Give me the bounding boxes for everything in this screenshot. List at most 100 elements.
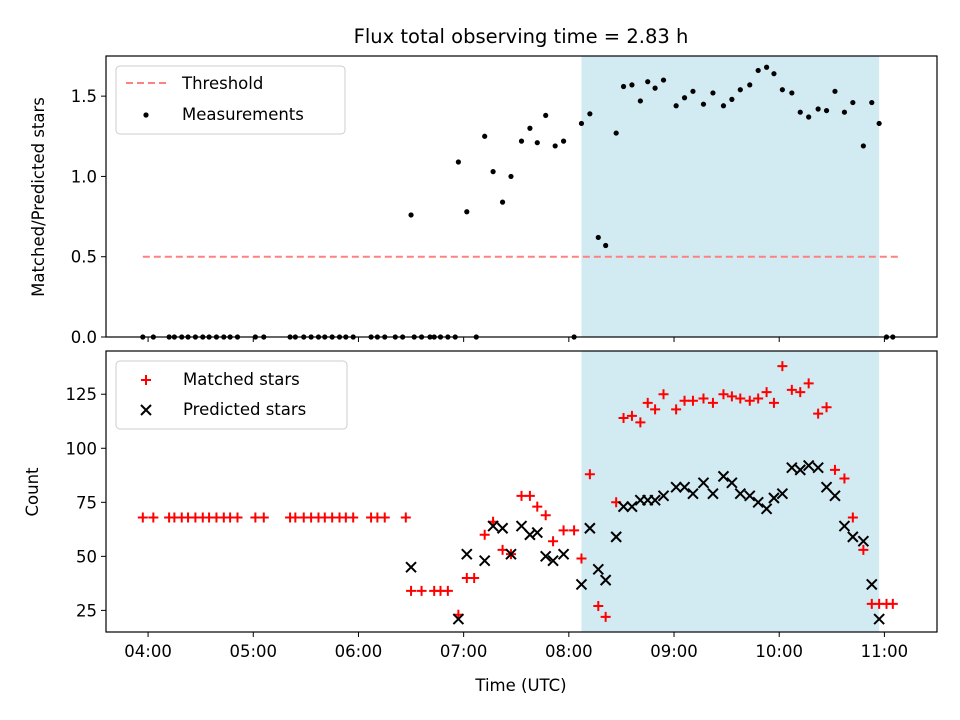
bottom-x-axis-ticks: 04:00 05:00 06:00 07:00 08:00 09:00 10:00 11:00 bbox=[124, 632, 908, 661]
measurement-point bbox=[543, 112, 549, 119]
measurement-point bbox=[832, 88, 838, 94]
matched-star-point bbox=[642, 397, 653, 408]
matched-star-point bbox=[847, 512, 858, 523]
predicted-star-point bbox=[768, 492, 780, 504]
predicted-star-point bbox=[794, 464, 806, 476]
matched-star-point bbox=[532, 501, 543, 512]
predicted-star-point bbox=[524, 529, 536, 541]
matched-star-point bbox=[600, 611, 611, 622]
measurement-point bbox=[673, 103, 679, 109]
matched-star-point bbox=[576, 553, 587, 564]
matched-star-point bbox=[813, 408, 824, 419]
top-x-axis-ticks bbox=[147, 337, 885, 342]
bottom-x-tick-label: 07:00 bbox=[440, 642, 488, 661]
predicted-star-point bbox=[617, 500, 630, 513]
matched-star-point bbox=[858, 544, 869, 555]
matched-star-point bbox=[558, 525, 569, 536]
matched-star-point bbox=[658, 389, 669, 400]
measurement-point bbox=[587, 111, 593, 117]
measurement-point bbox=[527, 125, 533, 131]
bottom-x-tick-label: 10:00 bbox=[755, 642, 803, 661]
matched-stars-points bbox=[137, 361, 898, 622]
matched-star-point bbox=[148, 512, 159, 523]
predicted-star-point bbox=[707, 487, 719, 500]
matched-star-point bbox=[887, 598, 898, 609]
measurement-point bbox=[763, 64, 770, 70]
measurement-point bbox=[482, 133, 488, 139]
x-axis-label: Time (UTC) bbox=[474, 676, 566, 695]
predicted-star-point bbox=[670, 481, 682, 493]
measurement-point bbox=[710, 90, 716, 96]
predicted-star-point bbox=[539, 550, 552, 563]
matched-star-point bbox=[593, 601, 604, 612]
matched-star-point bbox=[707, 397, 718, 408]
predicted-star-point bbox=[760, 503, 773, 515]
legend-measurement-swatch bbox=[143, 112, 149, 118]
matched-star-point bbox=[626, 410, 637, 421]
predicted-star-point bbox=[866, 578, 878, 591]
measurement-point bbox=[613, 130, 619, 136]
measurement-point bbox=[464, 209, 470, 215]
ratio-panel: 0.0 0.5 1.0 1.5 Matched/Predicted stars Thr… bbox=[29, 55, 938, 347]
top-legend-box bbox=[115, 65, 346, 135]
top-axes-frame bbox=[105, 55, 938, 338]
top-y-axis-ticks: 0.0 0.5 1.0 1.5 bbox=[71, 87, 106, 347]
matched-star-point bbox=[569, 525, 580, 536]
predicted-star-point bbox=[487, 520, 499, 532]
predicted-star-point bbox=[505, 548, 517, 560]
predicted-star-point bbox=[857, 535, 870, 547]
predicted-star-point bbox=[626, 500, 638, 513]
measurement-point bbox=[720, 103, 727, 109]
legend-threshold-label: Threshold bbox=[181, 74, 263, 93]
matched-star-point bbox=[777, 361, 788, 372]
predicted-star-point bbox=[734, 487, 747, 500]
observing-window-shade-top bbox=[581, 56, 880, 337]
predicted-star-point bbox=[649, 494, 661, 506]
measurement-point bbox=[860, 143, 866, 149]
predicted-star-point bbox=[726, 477, 738, 489]
measurement-point bbox=[747, 82, 753, 88]
bottom-axes-frame bbox=[105, 350, 938, 633]
predicted-star-point bbox=[531, 526, 543, 539]
top-y-tick-label: 0.0 bbox=[71, 328, 97, 347]
matched-star-point bbox=[400, 512, 411, 523]
measurement-point bbox=[823, 107, 830, 114]
predicted-star-point bbox=[786, 462, 798, 474]
measurement-point bbox=[534, 140, 540, 146]
legend-matched-marker bbox=[141, 375, 151, 385]
measurement-point bbox=[815, 106, 821, 112]
matched-star-point bbox=[753, 393, 764, 404]
matched-star-point bbox=[671, 404, 682, 415]
measurement-point bbox=[755, 67, 761, 74]
matched-star-point bbox=[698, 393, 709, 404]
predicted-star-point bbox=[820, 481, 833, 493]
matched-star-point bbox=[290, 512, 301, 523]
measurement-point bbox=[876, 120, 882, 127]
legend-measurement-label: Measurements bbox=[182, 105, 304, 124]
matched-star-point bbox=[829, 464, 840, 475]
bottom-x-tick-label: 05:00 bbox=[229, 642, 277, 661]
matched-star-point bbox=[232, 512, 243, 523]
matched-star-point bbox=[524, 490, 535, 501]
matched-star-point bbox=[250, 512, 261, 523]
matched-star-point bbox=[379, 512, 390, 523]
top-y-tick-label: 0.5 bbox=[71, 248, 97, 267]
measurement-point bbox=[806, 114, 812, 120]
measurement-point bbox=[645, 79, 651, 85]
predicted-star-point bbox=[847, 531, 859, 543]
measurement-point bbox=[729, 96, 735, 102]
predicted-stars-points bbox=[405, 459, 885, 625]
measurement-point bbox=[408, 212, 414, 218]
predicted-star-point bbox=[687, 487, 699, 500]
observing-window-shade-bottom bbox=[581, 351, 880, 632]
predicted-star-point bbox=[478, 554, 491, 567]
matched-star-point bbox=[348, 512, 359, 523]
matched-star-point bbox=[768, 397, 779, 408]
matched-star-point bbox=[839, 473, 850, 484]
predicted-star-point bbox=[547, 554, 559, 567]
predicted-star-point bbox=[515, 520, 528, 532]
measurement-point bbox=[499, 199, 506, 205]
predicted-star-point bbox=[657, 490, 670, 502]
matched-star-point bbox=[406, 585, 417, 596]
